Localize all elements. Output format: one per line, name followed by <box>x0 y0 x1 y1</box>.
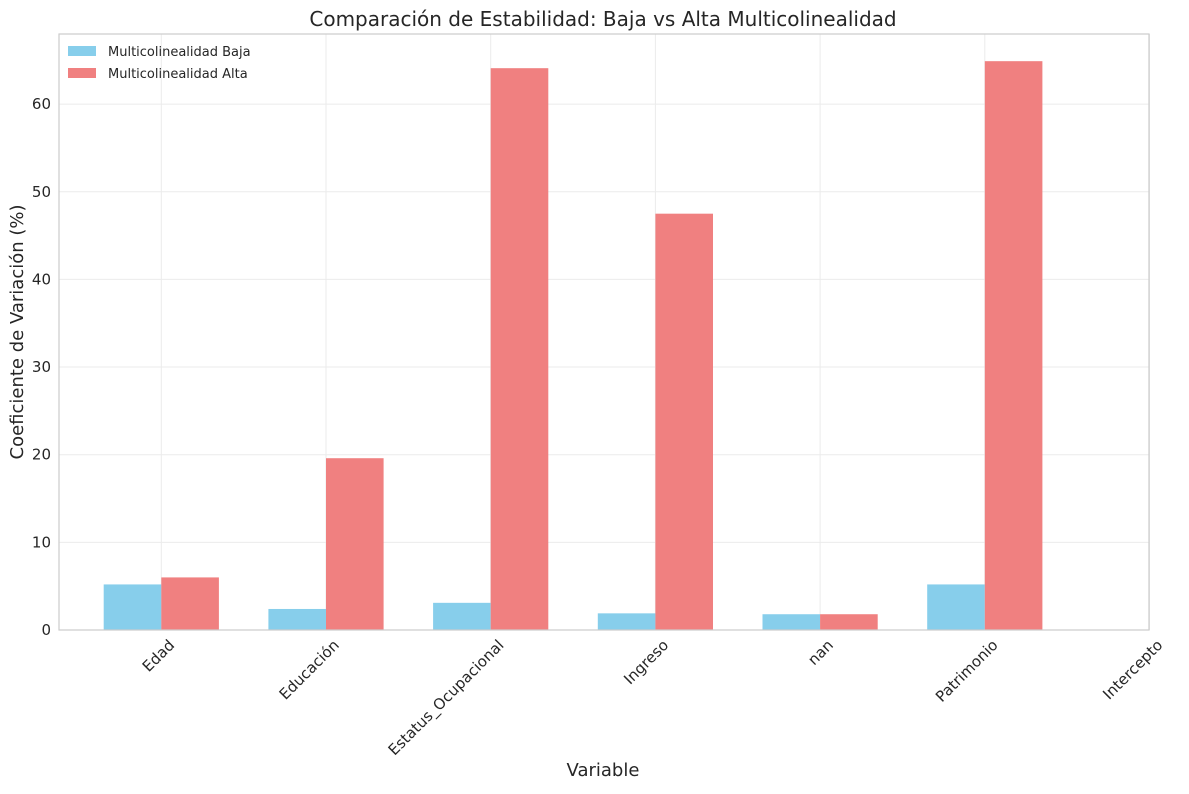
bar-alta <box>490 68 549 630</box>
x-axis-label: Variable <box>567 760 640 781</box>
legend: Multicolinealidad Baja Multicolinealidad … <box>68 45 251 82</box>
y-tick-label: 30 <box>32 358 51 376</box>
bar-baja <box>927 584 985 630</box>
bars <box>103 61 1043 631</box>
y-tick-label: 0 <box>41 621 51 639</box>
legend-label: Multicolinealidad Baja <box>108 45 251 60</box>
legend-label: Multicolinealidad Alta <box>108 67 248 82</box>
y-tick-label: 60 <box>32 95 51 113</box>
bar-alta <box>984 61 1043 630</box>
x-tick-label: Educación <box>276 636 343 703</box>
y-tick-label: 40 <box>32 270 51 288</box>
bar-baja <box>433 602 491 630</box>
legend-swatch <box>68 68 96 78</box>
bar-alta <box>655 213 713 631</box>
bar-baja <box>597 613 656 630</box>
y-tick-label: 20 <box>32 446 51 464</box>
x-tick-label: Patrimonio <box>932 636 1002 706</box>
bar-baja <box>762 614 821 630</box>
plot-frame <box>58 33 1150 631</box>
x-tick-label: Edad <box>139 636 178 675</box>
y-tick-label: 10 <box>32 533 51 551</box>
chart-title: Comparación de Estabilidad: Baja vs Alta… <box>309 7 896 31</box>
bar-alta <box>820 614 878 630</box>
bar-baja <box>268 608 326 630</box>
x-tick-label: Intercepto <box>1099 636 1166 703</box>
bar-alta <box>161 577 219 630</box>
y-tick-labels: 0 10 20 30 40 50 60 <box>32 95 51 639</box>
x-tick-label: Ingreso <box>620 636 672 688</box>
bar-alta <box>326 458 384 630</box>
x-tick-label: Estatus_Ocupacional <box>385 636 509 760</box>
legend-swatch <box>68 46 96 56</box>
y-tick-label: 50 <box>32 183 51 201</box>
x-tick-labels: Edad Educación Estatus_Ocupacional Ingreso n… <box>139 636 1167 760</box>
bar-baja <box>103 584 162 630</box>
x-tick-label: nan <box>804 636 837 669</box>
y-axis-label: Coeficiente de Variación (%) <box>7 204 28 459</box>
